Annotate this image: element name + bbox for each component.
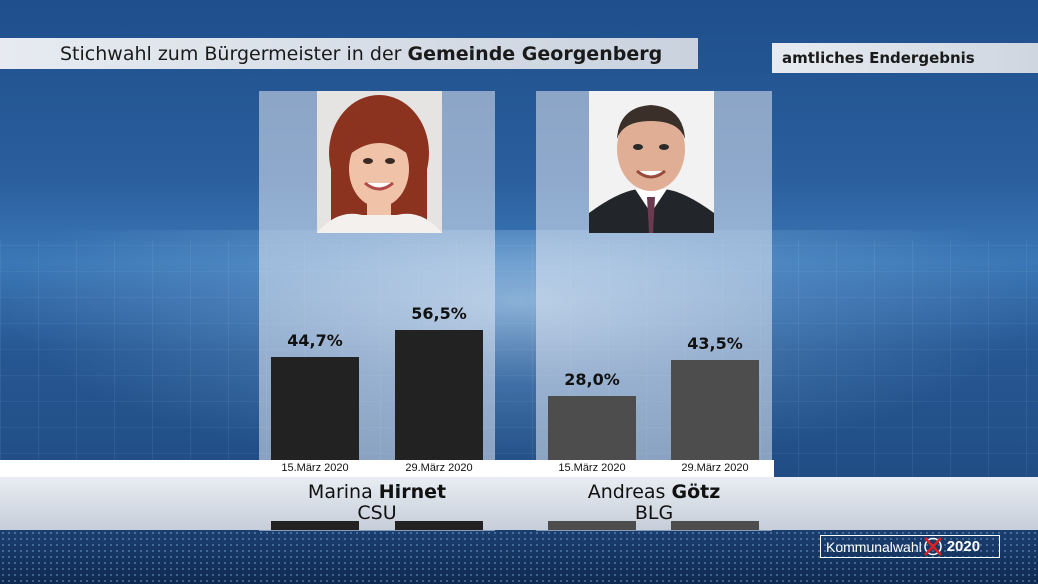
page-title: Stichwahl zum Bürgermeister in der Gemei… <box>0 43 662 65</box>
title-bar: Stichwahl zum Bürgermeister in der Gemei… <box>0 38 698 69</box>
bar-goetz-2020-03-29 <box>671 359 759 460</box>
candidate-1-last-name: Hirnet <box>378 481 447 503</box>
candidate-2-last-name: Götz <box>671 481 721 503</box>
candidate-1-photo <box>317 91 442 233</box>
value-label-goetz-2020-03-15: 28,0% <box>564 369 620 389</box>
candidate-2-photo <box>589 91 714 233</box>
bar-stub-hirnet-2 <box>395 521 483 530</box>
kommunalwahl-logo: Kommunalwahl 2020 <box>820 535 1000 558</box>
bar-hirnet-2020-03-29 <box>395 330 483 460</box>
background-glow <box>0 230 1038 470</box>
bar-hirnet-2020-03-15 <box>271 357 359 460</box>
candidate-1-name: Marina Hirnet <box>259 481 495 503</box>
candidate-strip <box>0 477 1038 530</box>
bar-stub-goetz-2 <box>671 521 759 530</box>
value-label-hirnet-2020-03-15: 44,7% <box>287 331 343 351</box>
ballot-cross-icon <box>923 537 942 556</box>
bar-stub-goetz-1 <box>548 521 636 530</box>
logo-year: 2020 <box>946 538 981 555</box>
status-label: amtliches Endergebnis <box>782 49 975 67</box>
date-label-hirnet-2: 29.März 2020 <box>405 462 473 474</box>
value-label-goetz-2020-03-29: 43,5% <box>687 333 743 353</box>
candidate-1-first-name: Marina <box>307 481 373 503</box>
date-strip <box>0 460 774 477</box>
candidate-2-first-name: Andreas <box>587 481 666 503</box>
value-label-hirnet-2020-03-29: 56,5% <box>411 304 467 324</box>
status-bar: amtliches Endergebnis <box>772 43 1038 73</box>
title-prefix: Stichwahl zum Bürgermeister in der <box>60 42 408 65</box>
bar-goetz-2020-03-15 <box>548 395 636 460</box>
date-label-goetz-2: 29.März 2020 <box>681 462 749 474</box>
candidate-2-party: BLG <box>634 502 674 524</box>
candidate-1-party: CSU <box>357 502 397 524</box>
logo-text: Kommunalwahl <box>826 538 922 555</box>
bar-stub-hirnet-1 <box>271 521 359 530</box>
date-label-hirnet-1: 15.März 2020 <box>281 462 349 474</box>
date-label-goetz-1: 15.März 2020 <box>558 462 626 474</box>
title-municipality: Gemeinde Georgenberg <box>407 42 663 65</box>
candidate-2-name: Andreas Götz <box>536 481 772 503</box>
